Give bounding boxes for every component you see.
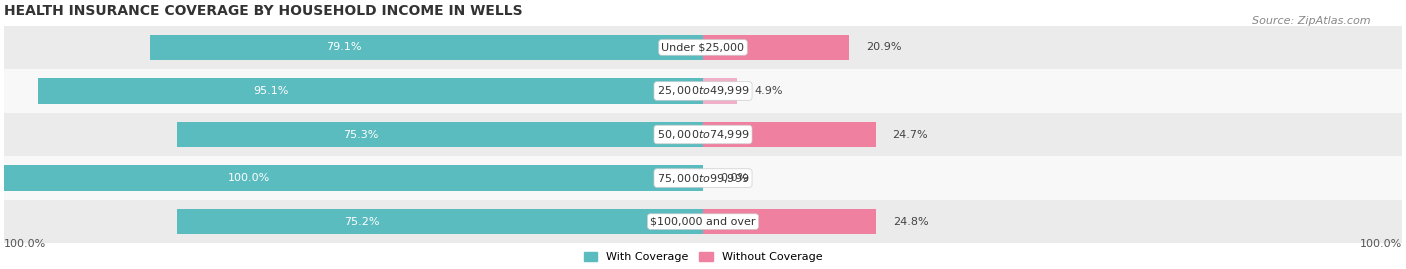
Text: 0.0%: 0.0%	[720, 173, 748, 183]
Text: 75.3%: 75.3%	[343, 129, 378, 140]
Bar	[703, 35, 849, 60]
Bar	[150, 35, 703, 60]
Bar	[4, 200, 1402, 243]
Bar	[177, 209, 703, 234]
Text: 100.0%: 100.0%	[1360, 239, 1402, 249]
Text: Source: ZipAtlas.com: Source: ZipAtlas.com	[1253, 16, 1371, 26]
Bar	[38, 78, 703, 104]
Text: $100,000 and over: $100,000 and over	[650, 217, 756, 226]
Bar	[703, 78, 737, 104]
Bar	[4, 113, 1402, 156]
Text: $25,000 to $49,999: $25,000 to $49,999	[657, 84, 749, 97]
Text: 4.9%: 4.9%	[754, 86, 783, 96]
Text: 24.8%: 24.8%	[893, 217, 929, 226]
Bar	[4, 26, 1402, 69]
Text: 20.9%: 20.9%	[866, 43, 901, 52]
Bar	[703, 209, 876, 234]
Bar	[703, 122, 876, 147]
Bar	[4, 165, 703, 191]
Text: $50,000 to $74,999: $50,000 to $74,999	[657, 128, 749, 141]
Text: Under $25,000: Under $25,000	[661, 43, 745, 52]
Text: 79.1%: 79.1%	[326, 43, 361, 52]
Text: HEALTH INSURANCE COVERAGE BY HOUSEHOLD INCOME IN WELLS: HEALTH INSURANCE COVERAGE BY HOUSEHOLD I…	[4, 4, 523, 18]
Text: 75.2%: 75.2%	[343, 217, 380, 226]
Text: 100.0%: 100.0%	[228, 173, 270, 183]
Text: 100.0%: 100.0%	[4, 239, 46, 249]
Text: 95.1%: 95.1%	[253, 86, 288, 96]
Text: 24.7%: 24.7%	[893, 129, 928, 140]
Legend: With Coverage, Without Coverage: With Coverage, Without Coverage	[579, 247, 827, 267]
Bar	[177, 122, 703, 147]
Bar	[4, 156, 1402, 200]
Bar	[4, 69, 1402, 113]
Text: $75,000 to $99,999: $75,000 to $99,999	[657, 172, 749, 185]
